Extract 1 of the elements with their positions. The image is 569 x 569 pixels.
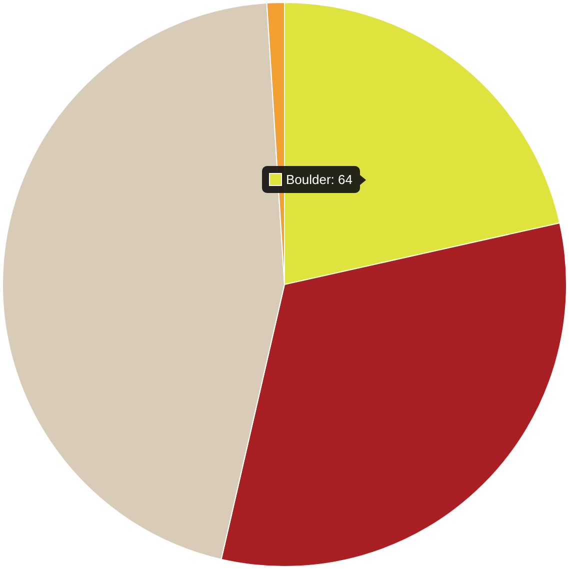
text: Boulder: 64 <box>286 172 352 187</box>
